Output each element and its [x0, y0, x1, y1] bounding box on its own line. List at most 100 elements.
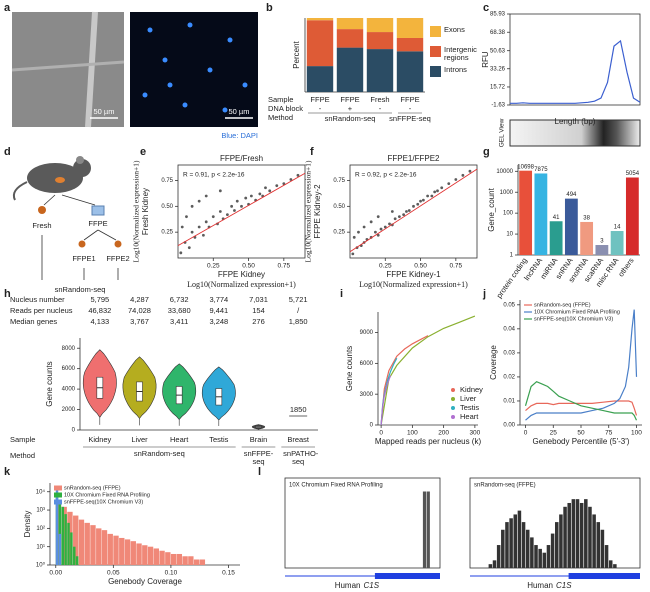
point — [433, 190, 437, 194]
bar — [519, 170, 533, 255]
legend-label: Kidney — [460, 385, 483, 394]
row-label: Method — [10, 451, 35, 460]
legend-swatch — [54, 492, 62, 498]
bar-segment — [336, 18, 364, 30]
coverage-bar — [492, 560, 497, 568]
panel-label: b — [266, 2, 273, 14]
y-axis-label: Fresh Kidney — [141, 188, 150, 235]
sample-label: Brain — [250, 435, 268, 444]
y-axis-label: Gene_count — [487, 187, 496, 231]
point — [249, 194, 253, 198]
annotation: R = 0.92, p < 2.2e-16 — [355, 172, 417, 179]
legend-swatch — [430, 66, 441, 77]
point — [390, 210, 394, 213]
hist-bar — [61, 506, 67, 565]
point — [190, 204, 194, 208]
line — [380, 375, 392, 426]
hist-bar — [153, 548, 159, 565]
y-tick-label: 0.01 — [503, 399, 515, 405]
point — [179, 251, 183, 255]
bar — [580, 221, 594, 255]
point — [202, 233, 205, 237]
point — [402, 213, 406, 217]
x-tick-label: 0.75 — [450, 263, 463, 270]
coverage-bar — [521, 522, 526, 568]
bar-segment — [306, 66, 334, 92]
point — [357, 230, 360, 234]
point — [468, 169, 472, 173]
coverage-bar — [559, 514, 563, 568]
panel-label: g — [483, 146, 490, 158]
point — [296, 173, 300, 177]
method-label: snRandom-seq — [133, 449, 185, 458]
table-row-label: Reads per nucleus — [10, 306, 73, 315]
table-cell: 7,031 — [249, 295, 268, 304]
point — [197, 225, 201, 229]
hist-bar — [84, 522, 90, 565]
line — [380, 335, 429, 426]
bar — [564, 198, 578, 255]
x-tick-label: 50 — [577, 430, 585, 437]
y-tick-label: 0.05 — [503, 302, 515, 308]
track-title: 10X Chromium Fixed RNA Profiling — [289, 483, 383, 489]
y-tick-label: 0.50 — [161, 204, 173, 210]
bar — [610, 231, 624, 255]
point — [352, 235, 356, 239]
scale-bar-label: 50 µm — [94, 107, 115, 116]
coverage-bar — [571, 499, 576, 568]
point — [440, 186, 444, 190]
legend-label: snRandom-seq (FFPE) — [64, 485, 121, 491]
point — [218, 210, 222, 213]
y-tick-label: 0.50 — [333, 204, 345, 210]
point — [369, 220, 373, 224]
bar-segment — [336, 47, 364, 92]
y-tick-label: 1 — [510, 253, 514, 259]
hist-bar — [107, 533, 113, 565]
hist-bar — [193, 559, 200, 565]
table-row-label: Median genes — [10, 317, 57, 326]
y-tick-label: 0.00 — [503, 423, 515, 429]
point — [416, 202, 420, 206]
node-label: FFPE — [88, 219, 107, 228]
sample-label: Testis — [209, 435, 228, 444]
gene-exon — [568, 573, 640, 579]
value-label: 14 — [614, 225, 621, 231]
y-tick-label: 10000 — [496, 169, 513, 175]
coverage-bar — [613, 564, 617, 568]
y-tick-label: -1.63 — [491, 103, 505, 109]
scale-bar-label: 50 µm — [229, 107, 250, 116]
hist-bar — [130, 541, 136, 565]
bar — [534, 173, 548, 255]
legend-label: snFFPE-seq(10X Chromium V3) — [534, 316, 613, 322]
y-tick-label: 0 — [72, 428, 76, 434]
bar-segment — [306, 18, 334, 21]
y-tick-label: 0.04 — [503, 326, 515, 332]
hist-bar — [55, 504, 62, 565]
table-cell: / — [297, 306, 300, 315]
row-label: DNA block — [268, 104, 303, 113]
point — [405, 210, 408, 213]
bar-segment — [366, 49, 394, 92]
gene-prefix: Human — [527, 581, 553, 590]
x-tick-label: 0.50 — [414, 263, 427, 270]
coverage-bar — [534, 545, 538, 568]
legend-label: Intergenic regions — [444, 45, 477, 63]
sample-label: Breast — [287, 435, 310, 444]
point — [461, 173, 465, 177]
plot-frame — [284, 477, 441, 569]
legend-label: Introns — [444, 65, 467, 74]
legend-label: Heart — [460, 412, 479, 421]
coverage-bar — [525, 529, 530, 568]
point — [258, 192, 262, 196]
x-tick-label: 0.15 — [222, 570, 235, 577]
bar-segment — [306, 20, 334, 67]
y-axis-label: Gene counts — [345, 346, 354, 391]
panel-label: c — [483, 2, 489, 14]
legend-swatch — [430, 26, 441, 37]
point — [393, 217, 397, 221]
bar — [625, 177, 639, 255]
table-cell: 3,411 — [170, 317, 188, 326]
point — [362, 225, 366, 229]
node-label: FFPE2 — [106, 254, 129, 263]
x-axis-label: Genebody Percentile (5'-3') — [533, 437, 630, 446]
